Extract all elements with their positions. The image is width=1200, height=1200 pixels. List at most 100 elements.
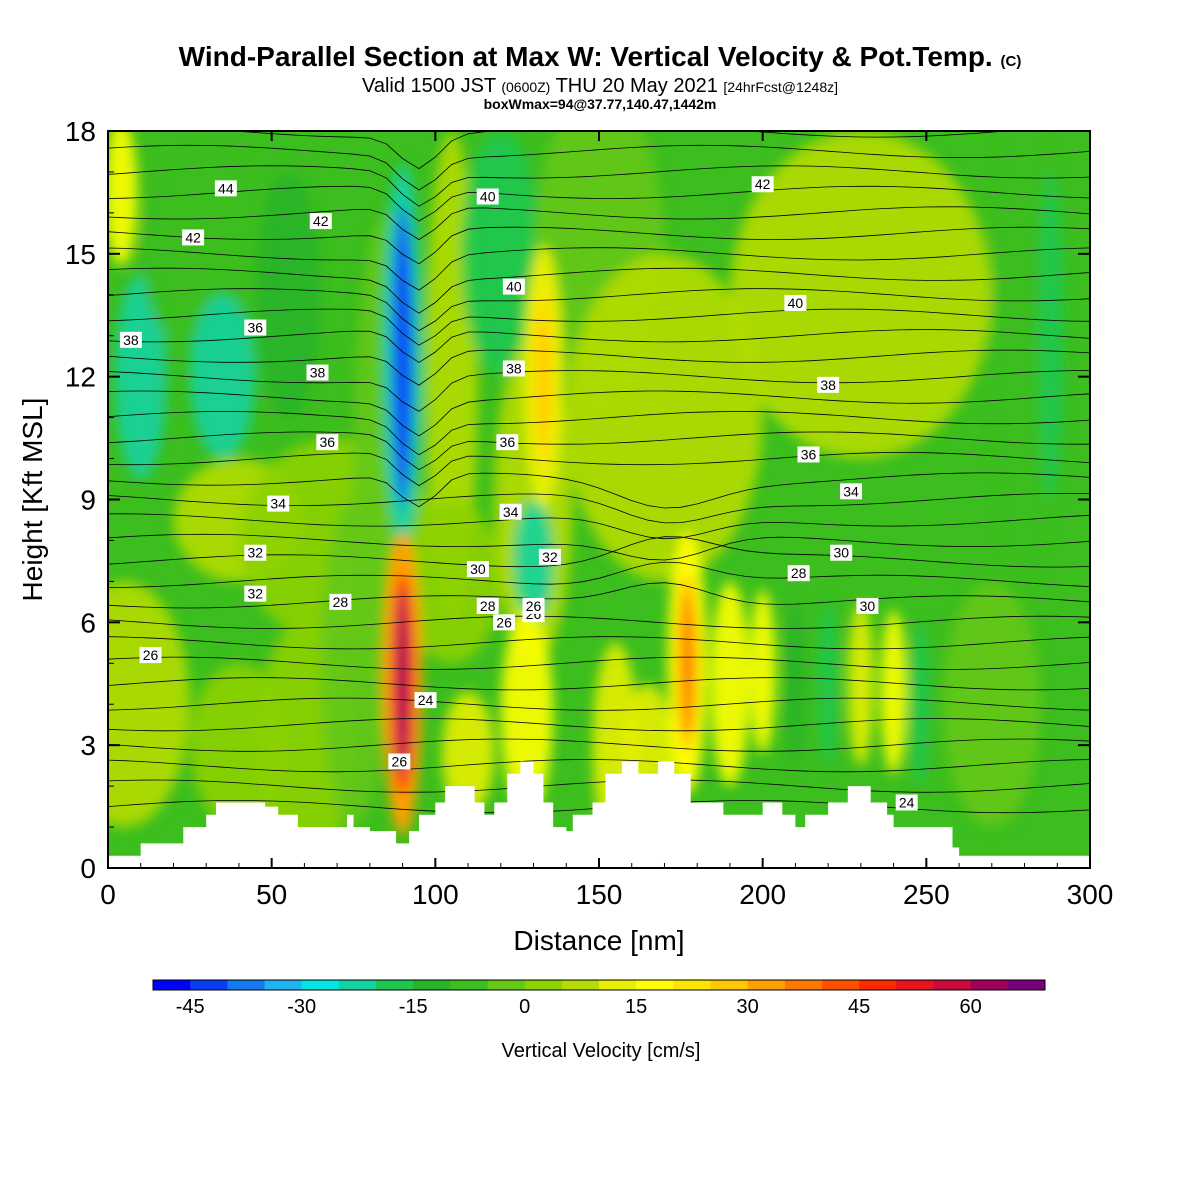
theta-contour bbox=[108, 718, 1090, 732]
colorbar-swatch bbox=[859, 980, 897, 990]
contour-label-box bbox=[784, 294, 807, 311]
w-patch bbox=[942, 581, 1041, 828]
contour-label-box bbox=[244, 544, 267, 561]
contour-label-box bbox=[309, 213, 332, 230]
contour-label: 38 bbox=[502, 360, 525, 377]
contour-label-text: 28 bbox=[333, 594, 349, 610]
theta-contour bbox=[108, 561, 1090, 588]
contour-label: 38 bbox=[119, 331, 142, 348]
colorbar-tick-label: -45 bbox=[176, 996, 205, 1018]
contour-label: 38 bbox=[306, 364, 329, 381]
colorbar-swatch bbox=[413, 980, 451, 990]
colorbar-tick-label: 0 bbox=[519, 996, 530, 1018]
x-axis-label: Distance [nm] bbox=[513, 925, 684, 956]
contour-label-box bbox=[502, 278, 525, 295]
contour-label-box bbox=[502, 360, 525, 377]
w-patch bbox=[710, 581, 750, 787]
contour-label: 36 bbox=[316, 434, 339, 451]
theta-contour bbox=[108, 615, 1090, 629]
contour-label-text: 24 bbox=[899, 794, 915, 810]
theta-contour bbox=[108, 431, 1090, 471]
colorbar-swatch bbox=[599, 980, 637, 990]
w-patch bbox=[513, 499, 554, 623]
colorbar-swatch bbox=[301, 980, 340, 990]
contour-label-box bbox=[522, 597, 545, 614]
y-tick-label: 12 bbox=[65, 362, 96, 393]
contour-label-box bbox=[840, 483, 863, 500]
theta-contour bbox=[108, 288, 1090, 332]
contour-label-text: 38 bbox=[310, 365, 326, 381]
contour-label: 32 bbox=[538, 548, 561, 565]
contour-label-text: 36 bbox=[320, 434, 336, 450]
contour-label-box bbox=[476, 597, 499, 614]
y-tick-label: 3 bbox=[80, 730, 96, 761]
w-patch bbox=[255, 171, 321, 418]
colorbar-swatch bbox=[153, 980, 191, 990]
w-patch bbox=[189, 294, 256, 459]
w-feature-core bbox=[681, 589, 694, 737]
contour-label: 34 bbox=[267, 495, 290, 512]
contour-label: 30 bbox=[830, 544, 853, 561]
contour-label-text: 38 bbox=[820, 377, 836, 393]
contour-label-text: 30 bbox=[833, 545, 849, 561]
w-feature-updraft bbox=[523, 245, 563, 508]
contour-labels: 44 42 42 40 42 40 38 36 38 38 40 36 38 36 36 34 34 34 32 32… bbox=[119, 176, 918, 811]
w-patch bbox=[909, 622, 930, 787]
w-feature-core bbox=[396, 221, 409, 492]
contour-label-box bbox=[817, 376, 840, 393]
contour-label-box bbox=[751, 176, 774, 193]
contour-label: 34 bbox=[840, 483, 863, 500]
contour-label: 44 bbox=[214, 180, 237, 197]
w-patch bbox=[500, 610, 554, 815]
colorbar-frame bbox=[152, 979, 1046, 991]
contour-label-box bbox=[139, 647, 162, 664]
contour-label-text: 40 bbox=[788, 295, 804, 311]
contour-label-box bbox=[499, 503, 522, 520]
contour-label-text: 42 bbox=[755, 176, 771, 192]
colorbar-swatch bbox=[896, 980, 934, 990]
plot-area: 44 42 42 40 42 40 38 36 38 38 40 36 38 36 36 34 34 34 32 32… bbox=[108, 131, 1090, 868]
contour-label-text: 28 bbox=[791, 565, 807, 581]
contour-label-text: 34 bbox=[843, 483, 859, 499]
w-patch bbox=[140, 151, 272, 357]
y-tick-label: 15 bbox=[65, 239, 96, 270]
x-tick-label: 0 bbox=[100, 879, 116, 910]
y-tick-label: 6 bbox=[80, 607, 96, 638]
colorbar-swatch bbox=[784, 980, 823, 990]
theta-contour bbox=[108, 247, 1090, 291]
contour-label: 32 bbox=[244, 544, 267, 561]
contour-label: 36 bbox=[244, 319, 267, 336]
contour-label-box bbox=[476, 188, 499, 205]
contour-label: 30 bbox=[856, 597, 879, 614]
theta-contour bbox=[108, 144, 1090, 191]
x-tick-label: 100 bbox=[412, 879, 459, 910]
colorbar-swatch bbox=[227, 980, 265, 990]
contour-label-text: 34 bbox=[503, 504, 519, 520]
contour-label-box bbox=[388, 753, 411, 770]
theta-contour bbox=[108, 226, 1090, 265]
colorbar-swatch bbox=[747, 980, 786, 990]
contour-label-box bbox=[329, 593, 352, 610]
contour-label-box bbox=[538, 548, 561, 565]
contour-label: 28 bbox=[329, 593, 352, 610]
theta-contour bbox=[108, 656, 1090, 670]
theta-contour bbox=[108, 452, 1090, 487]
contour-label-box bbox=[182, 229, 205, 246]
contour-label-text: 32 bbox=[248, 586, 264, 602]
contour-label-text: 36 bbox=[801, 446, 817, 462]
theta-contour bbox=[108, 738, 1090, 752]
w-patch bbox=[880, 610, 907, 774]
w-feature-core bbox=[396, 589, 409, 778]
chart-subtitle: Valid 1500 JST (0600Z) THU 20 May 2021 [… bbox=[361, 75, 839, 97]
contour-label-text: 32 bbox=[248, 545, 264, 561]
colorbar-tick-label: 30 bbox=[737, 996, 759, 1018]
contour-label-text: 26 bbox=[526, 598, 542, 614]
contour-label-text: 32 bbox=[542, 549, 558, 565]
colorbar-swatch bbox=[1007, 980, 1046, 990]
y-axis-label: Height [Kft MSL] bbox=[17, 398, 48, 602]
contour-label-box bbox=[119, 331, 142, 348]
theta-contour bbox=[108, 759, 1090, 773]
contour-label-text: 42 bbox=[185, 229, 201, 245]
colorbar-swatch bbox=[450, 980, 488, 990]
contour-label-text: 44 bbox=[218, 180, 234, 196]
